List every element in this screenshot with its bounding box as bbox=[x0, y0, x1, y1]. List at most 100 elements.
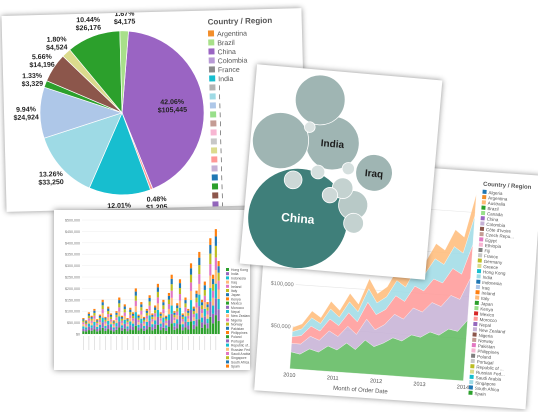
legend-swatch bbox=[476, 268, 482, 274]
bar-segment bbox=[159, 313, 162, 316]
bar-segment bbox=[131, 323, 135, 327]
bubble bbox=[304, 121, 316, 133]
bar-segment bbox=[187, 318, 190, 322]
bar-segment bbox=[192, 314, 195, 318]
bar-segment bbox=[115, 323, 118, 327]
bar-segment bbox=[112, 321, 115, 323]
legend-label: Kenya bbox=[231, 297, 241, 301]
bar-segment bbox=[173, 311, 176, 313]
legend-swatch bbox=[226, 276, 229, 280]
bar-bars bbox=[82, 229, 220, 350]
bar-segment bbox=[200, 299, 204, 303]
bar-segment bbox=[123, 306, 126, 310]
bar-grid: $0 $50,000 $100,000 $150,000 $200,000 $250,00… bbox=[65, 219, 220, 337]
bar-segment bbox=[184, 311, 187, 317]
legend-swatch bbox=[480, 221, 485, 226]
legend-swatch bbox=[226, 293, 229, 297]
bar-segment bbox=[131, 318, 135, 321]
legend-label: Saudi Arabia bbox=[231, 352, 250, 356]
bar-segment bbox=[173, 314, 176, 318]
bubble bbox=[321, 187, 339, 204]
legend-swatch bbox=[226, 297, 229, 301]
legend-swatch bbox=[226, 268, 229, 271]
bar-segment bbox=[209, 275, 212, 289]
legend-label: Côte d'Ivoire bbox=[486, 227, 512, 234]
legend-label: Pakistan bbox=[478, 343, 496, 349]
bubble bbox=[341, 162, 355, 176]
bar-segment bbox=[217, 289, 220, 299]
legend-label: Greece bbox=[483, 264, 499, 270]
bar-segment bbox=[212, 297, 215, 306]
bar-segment bbox=[145, 310, 148, 313]
legend-label: Spain bbox=[474, 391, 486, 397]
legend-swatch bbox=[469, 374, 474, 379]
bar-segment bbox=[200, 322, 204, 328]
bar-segment bbox=[90, 322, 93, 326]
legend-label: I bbox=[220, 157, 222, 164]
bar-segment bbox=[129, 311, 132, 315]
bar-segment bbox=[195, 307, 198, 314]
legend-label: Philippines bbox=[477, 349, 500, 356]
legend-swatch bbox=[226, 352, 229, 355]
bar-segment bbox=[123, 315, 126, 320]
bar-segment bbox=[137, 317, 140, 320]
legend-swatch bbox=[226, 289, 229, 292]
bar-segment bbox=[96, 331, 99, 334]
legend-swatch bbox=[226, 356, 229, 360]
bar-segment bbox=[176, 319, 179, 324]
pie-data-value: $4,524 bbox=[46, 44, 68, 52]
bar-segment bbox=[123, 312, 126, 316]
bar-segment bbox=[156, 297, 159, 304]
bar-segment bbox=[109, 316, 113, 320]
bar-segment bbox=[145, 318, 148, 322]
bar-segment bbox=[115, 311, 118, 313]
bar-segment bbox=[159, 318, 162, 321]
y-tick-label: $150,000 bbox=[65, 298, 80, 302]
bar-segment bbox=[176, 308, 179, 312]
bar-segment bbox=[109, 313, 113, 315]
bar-segment bbox=[173, 317, 176, 321]
bar-segment bbox=[143, 328, 146, 331]
bar-segment bbox=[98, 315, 102, 318]
legend-swatch bbox=[226, 343, 229, 347]
bar-segment bbox=[145, 325, 148, 330]
bar-segment bbox=[101, 327, 104, 334]
bar-segment bbox=[192, 311, 195, 315]
bar-segment bbox=[104, 330, 107, 334]
bar-segment bbox=[209, 264, 212, 276]
bar-segment bbox=[87, 312, 90, 314]
bar-segment bbox=[148, 310, 151, 316]
bubble bbox=[252, 112, 309, 170]
bar-segment bbox=[173, 329, 176, 334]
legend-label: Ireland bbox=[481, 291, 496, 297]
bar-segment bbox=[85, 321, 88, 323]
bar-segment bbox=[151, 327, 154, 331]
bar-segment bbox=[129, 318, 132, 322]
bar-segment bbox=[96, 320, 99, 322]
bar-segment bbox=[109, 314, 113, 317]
bar-segment bbox=[206, 318, 209, 324]
bar-segment bbox=[217, 280, 220, 290]
bar-segment bbox=[85, 320, 88, 322]
legend-label: France bbox=[484, 254, 499, 260]
bar-segment bbox=[137, 322, 140, 325]
legend-label: Morocco bbox=[231, 306, 244, 310]
bar-segment bbox=[131, 320, 135, 324]
bar-segment bbox=[134, 300, 137, 307]
pie-data-value: $24,924 bbox=[13, 114, 39, 122]
bar-segment bbox=[189, 274, 193, 283]
legend-label: Norway bbox=[478, 338, 494, 344]
pie-data-label: 5.66% bbox=[32, 54, 53, 62]
bar-segment bbox=[154, 328, 157, 334]
pie-slice bbox=[88, 111, 151, 196]
bar-segment bbox=[85, 322, 88, 325]
bar-segment bbox=[107, 317, 110, 321]
bubble-label: Iraq bbox=[364, 168, 383, 181]
bar-segment bbox=[214, 315, 217, 334]
legend-swatch bbox=[470, 353, 476, 358]
legend-label: Singapore bbox=[475, 380, 496, 386]
bar-segment bbox=[214, 257, 217, 271]
bar-segment bbox=[167, 292, 171, 296]
bar-segment bbox=[176, 311, 179, 316]
legend-swatch bbox=[211, 183, 219, 190]
